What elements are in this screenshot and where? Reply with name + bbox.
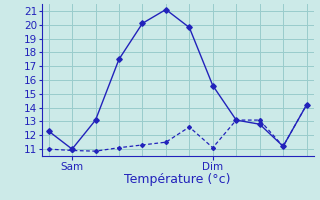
X-axis label: Température (°c): Température (°c) [124,173,231,186]
